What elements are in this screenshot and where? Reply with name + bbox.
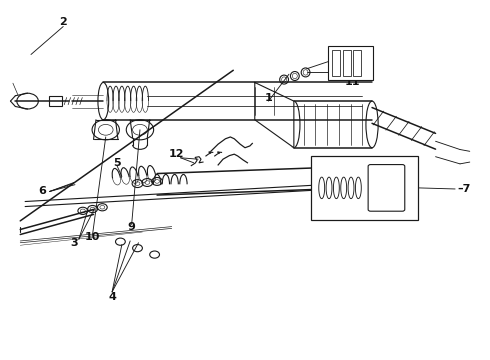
Ellipse shape — [288, 101, 300, 148]
Bar — [353, 50, 361, 76]
Text: 5: 5 — [113, 158, 121, 168]
Bar — [343, 50, 350, 76]
Ellipse shape — [98, 82, 109, 120]
Text: –7: –7 — [457, 184, 470, 194]
Text: 2: 2 — [59, 17, 67, 27]
Text: 11: 11 — [345, 77, 360, 87]
Text: 12: 12 — [169, 149, 184, 159]
Text: 1: 1 — [265, 93, 272, 103]
Ellipse shape — [366, 101, 378, 148]
Bar — [328, 45, 373, 80]
Text: 4: 4 — [108, 292, 116, 302]
Text: 10: 10 — [85, 232, 100, 242]
Text: 6: 6 — [38, 186, 46, 197]
Bar — [332, 50, 340, 76]
Circle shape — [315, 167, 351, 195]
Text: 9: 9 — [128, 222, 136, 232]
Polygon shape — [255, 82, 294, 148]
Bar — [311, 156, 418, 220]
Text: 8: 8 — [392, 184, 399, 194]
Text: 3: 3 — [70, 238, 78, 248]
